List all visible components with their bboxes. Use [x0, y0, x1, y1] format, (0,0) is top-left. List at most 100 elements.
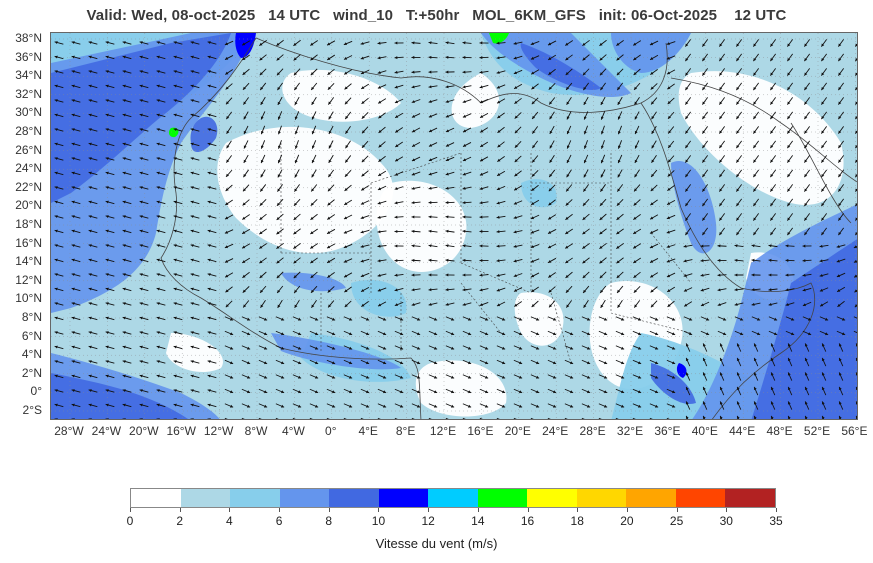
- wind-arrow: [173, 418, 177, 419]
- wind-arrow: [548, 300, 556, 308]
- wind-arrow: [207, 215, 217, 219]
- wind-arrow: [854, 304, 857, 308]
- wind-arrow: [54, 287, 64, 292]
- wind-arrow: [445, 388, 455, 394]
- wind-arrow: [684, 97, 692, 105]
- wind-arrow: [769, 169, 777, 178]
- wind-arrow: [785, 258, 795, 262]
- wind-arrow: [769, 227, 777, 236]
- wind-arrow: [769, 82, 777, 91]
- wind-arrow: [701, 111, 709, 120]
- wind-arrow: [428, 113, 438, 118]
- wind-arrow: [241, 257, 251, 264]
- wind-arrow: [156, 258, 166, 263]
- wind-arrow: [224, 243, 234, 249]
- wind-arrow: [258, 374, 268, 379]
- wind-arrow: [224, 345, 234, 350]
- wind-arrow: [344, 286, 352, 293]
- wind-arrow: [343, 345, 353, 350]
- wind-arrow: [634, 140, 640, 149]
- wind-arrow: [803, 82, 811, 91]
- wind-arrow: [378, 126, 386, 134]
- wind-arrow: [479, 417, 483, 419]
- wind-arrow: [531, 140, 539, 149]
- colorbar-tick-mark: [776, 508, 777, 512]
- wind-arrow: [768, 330, 778, 336]
- wind-arrow: [855, 401, 857, 405]
- wind-arrow: [462, 388, 472, 394]
- country-border: [610, 312, 692, 334]
- wind-arrow: [719, 372, 725, 381]
- lon-label: 0°: [325, 424, 337, 438]
- wind-arrow: [173, 287, 183, 292]
- wind-arrow: [581, 388, 591, 394]
- wind-arrow: [394, 359, 404, 365]
- wind-arrow: [311, 300, 317, 308]
- wind-arrow: [105, 273, 115, 277]
- wind-arrow: [787, 372, 793, 381]
- wind-arrow: [105, 113, 115, 118]
- wind-arrow: [225, 199, 233, 206]
- wind-arrow: [751, 288, 761, 292]
- wind-arrow: [242, 68, 250, 76]
- wind-arrow: [260, 300, 266, 308]
- wind-arrow: [259, 68, 267, 76]
- wind-arrow: [667, 83, 675, 90]
- wind-arrow: [854, 43, 857, 47]
- wind-arrow: [122, 316, 132, 321]
- wind-arrow: [666, 330, 676, 336]
- wind-arrow: [122, 70, 132, 74]
- wind-arrow: [258, 345, 268, 350]
- wind-arrow: [462, 403, 472, 408]
- wind-arrow: [54, 273, 64, 277]
- wind-arrow: [71, 374, 81, 379]
- wind-arrow: [616, 68, 624, 76]
- wind-arrow: [768, 288, 778, 292]
- wind-arrow: [241, 388, 251, 394]
- wind-arrow: [411, 215, 421, 219]
- wind-arrow: [617, 299, 623, 309]
- wind-arrow: [531, 286, 539, 293]
- wind-arrow: [479, 84, 489, 89]
- wind-arrow: [173, 128, 183, 132]
- wind-arrow: [190, 331, 200, 335]
- wind-arrow: [462, 215, 472, 219]
- wind-arrow: [226, 125, 232, 135]
- wind-arrow: [275, 417, 279, 419]
- wind-field-svg: [51, 33, 857, 419]
- wind-arrow: [513, 316, 523, 321]
- wind-arrow: [156, 142, 166, 147]
- wind-arrow: [54, 302, 64, 306]
- wind-arrow: [685, 357, 691, 367]
- wind-arrow: [649, 345, 659, 350]
- wind-arrow: [598, 374, 608, 379]
- wind-arrow: [445, 171, 455, 176]
- wind-arrow: [632, 228, 642, 235]
- wind-arrow: [819, 316, 829, 321]
- wind-arrow: [445, 85, 455, 89]
- wind-arrow: [394, 273, 404, 277]
- lat-label: 14°N: [15, 254, 42, 269]
- wind-arrow: [428, 70, 438, 74]
- wind-arrow: [666, 69, 676, 75]
- wind-arrow: [225, 69, 233, 75]
- wind-arrow: [565, 199, 573, 206]
- wind-arrow: [260, 154, 266, 164]
- wind-arrow: [360, 55, 370, 60]
- wind-arrow: [88, 273, 98, 277]
- very-strong-wind-area: [651, 363, 696, 404]
- wind-arrow: [735, 39, 743, 47]
- wind-arrow: [803, 155, 811, 163]
- wind-arrow: [71, 258, 81, 263]
- wind-arrow: [428, 417, 432, 419]
- wind-arrow: [752, 227, 760, 236]
- wind-arrow: [548, 83, 556, 90]
- wind-arrow: [736, 401, 742, 410]
- wind-arrow: [530, 345, 540, 350]
- colorbar-tick-label: 12: [421, 514, 435, 528]
- wind-arrow: [751, 273, 761, 277]
- lat-label: 26°N: [15, 142, 42, 157]
- colorbar-tick-mark: [577, 508, 579, 512]
- colorbar-tick-label: 35: [769, 514, 783, 528]
- colorbar-tick-label: 8: [325, 514, 333, 528]
